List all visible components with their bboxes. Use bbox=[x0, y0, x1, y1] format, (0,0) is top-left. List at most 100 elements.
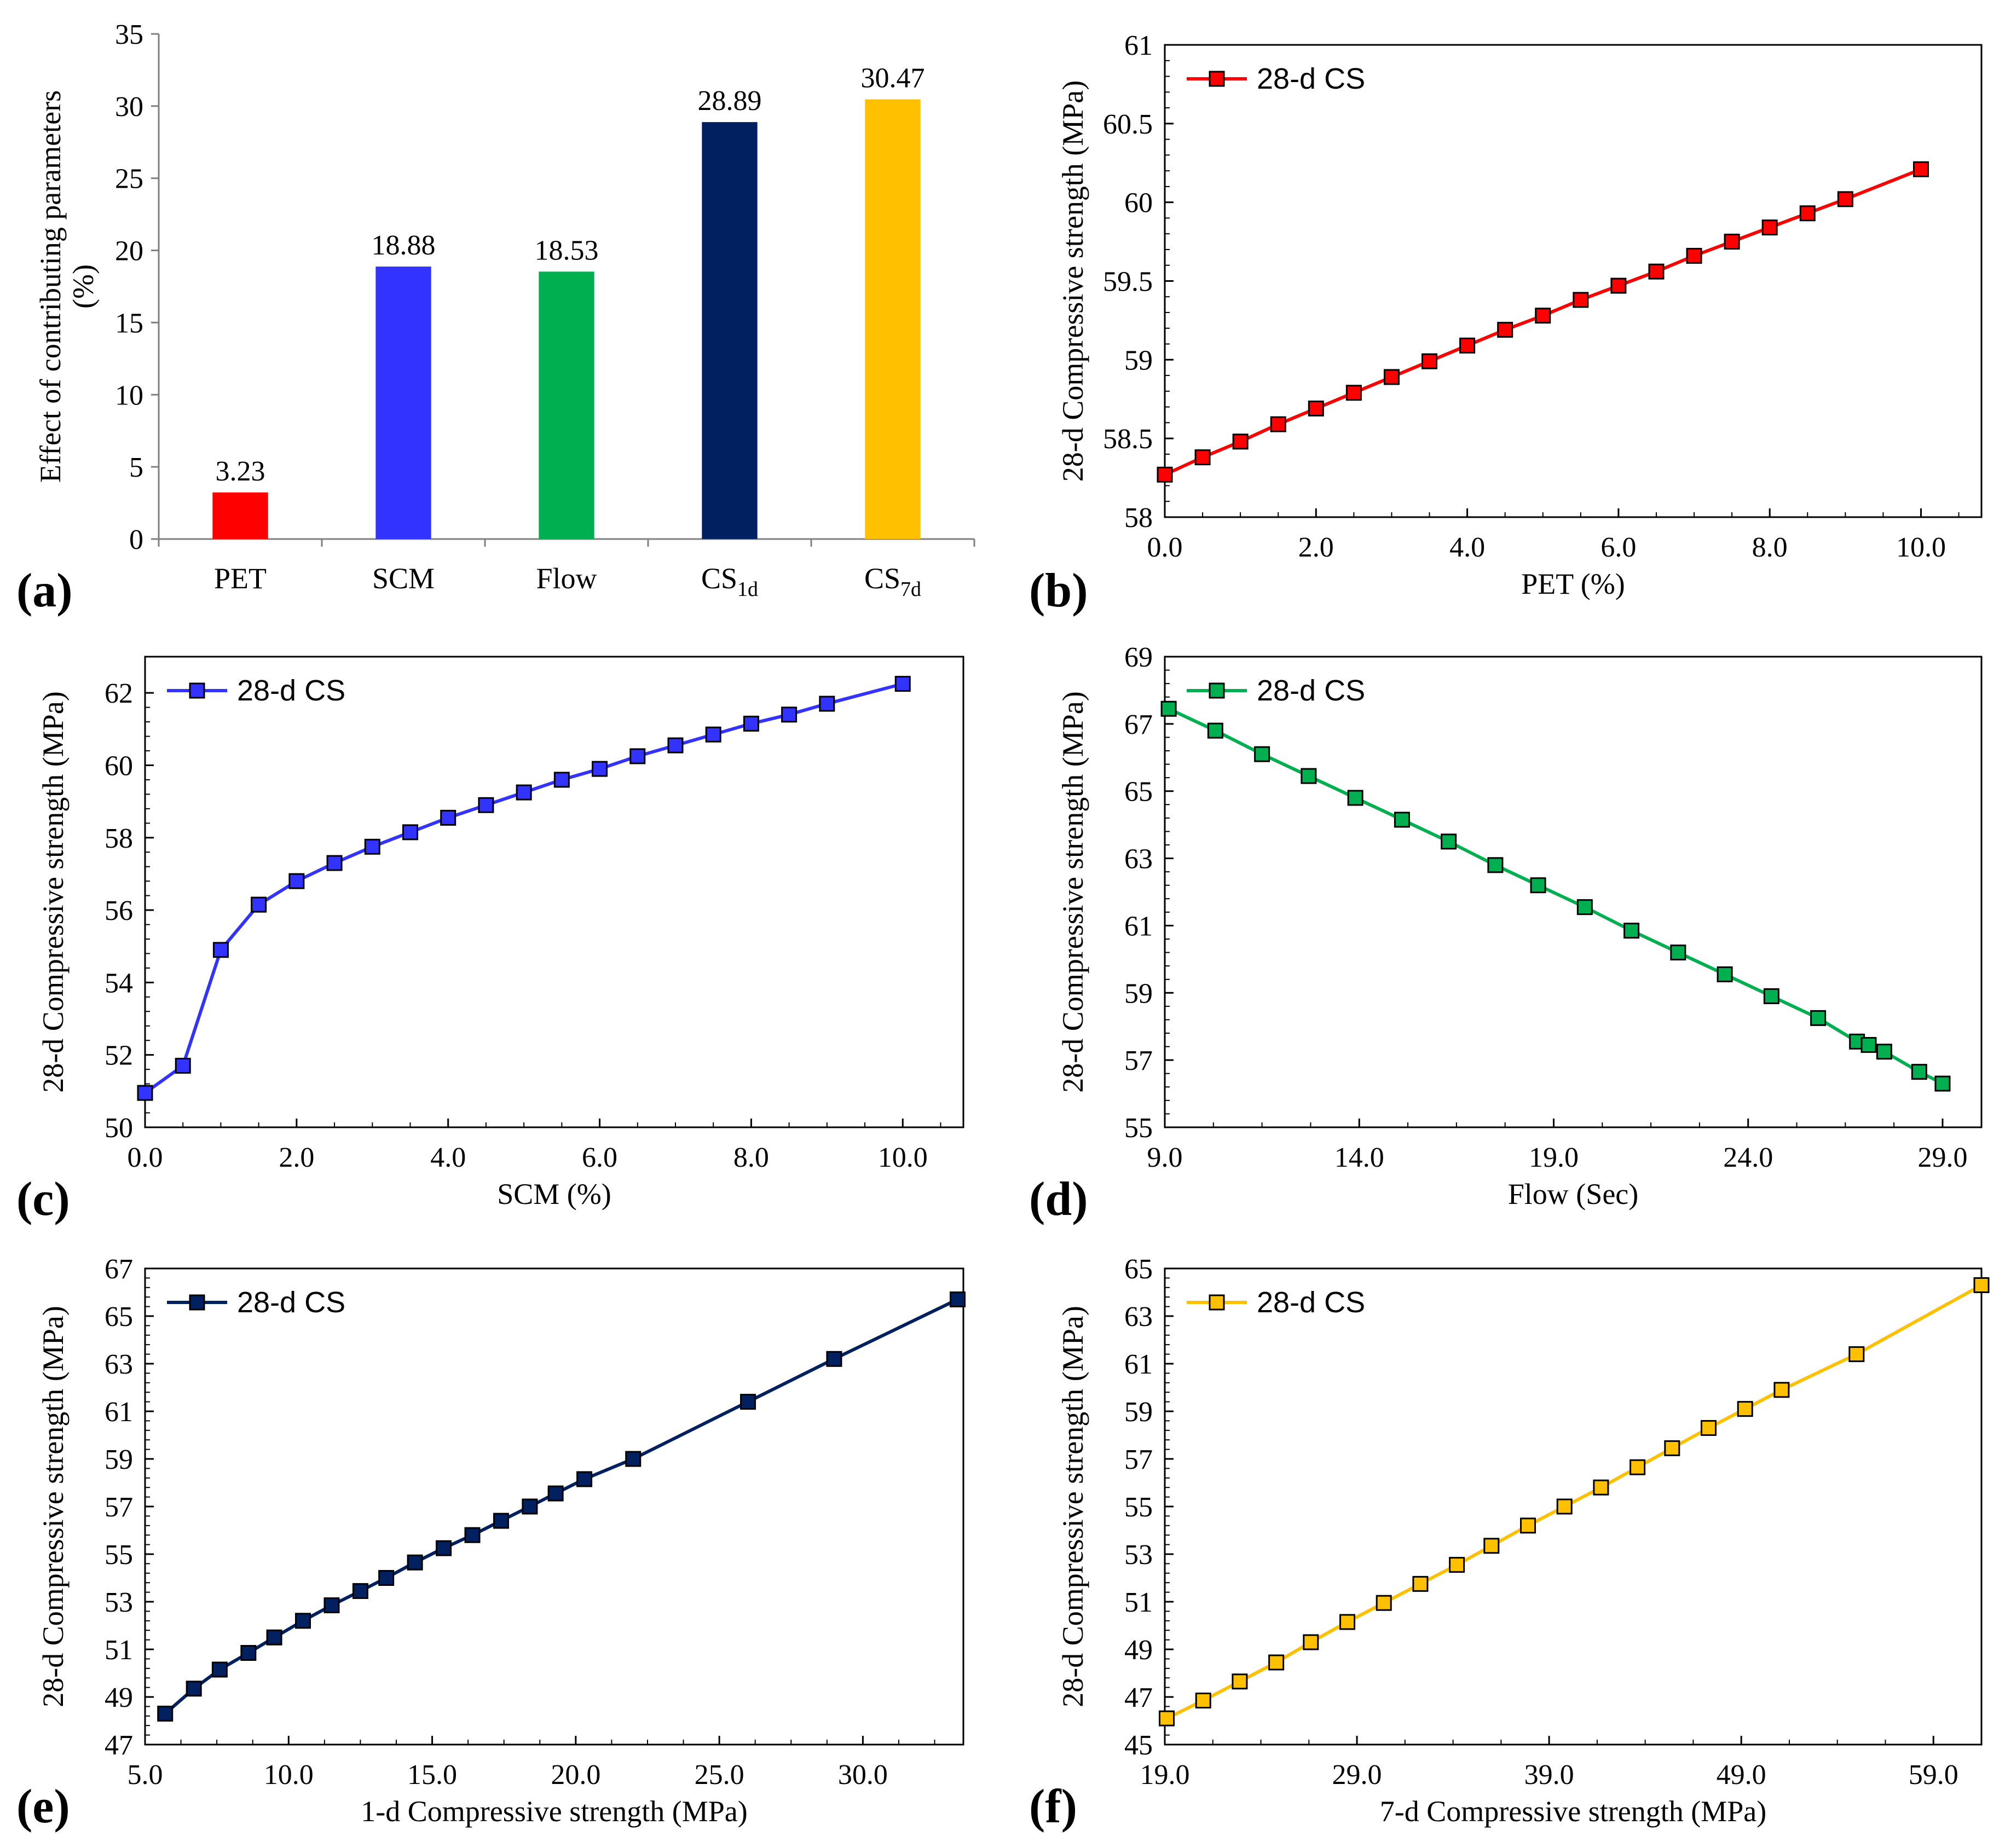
bar-value-label: 18.88 bbox=[372, 230, 436, 261]
data-point bbox=[1345, 385, 1362, 401]
y-tick-label: 50 bbox=[105, 1113, 133, 1144]
legend-marker bbox=[1209, 71, 1225, 87]
x-tick-label: 6.0 bbox=[1600, 532, 1636, 563]
data-point bbox=[1303, 1634, 1319, 1650]
data-point bbox=[819, 696, 835, 712]
y-tick-label: 49 bbox=[105, 1682, 133, 1713]
data-point bbox=[1664, 1440, 1680, 1456]
y-tick-label: 62 bbox=[105, 678, 133, 709]
panel-b-line-chart: 58 58.5 59 59.5 60 60.5 61 0.0 2.0 4.0 6.0 8.0 10.0 P… bbox=[1056, 30, 1983, 600]
data-point bbox=[251, 896, 267, 913]
data-point bbox=[1194, 449, 1211, 466]
axes-e: 47 49 51 53 55 57 59 61 63 65 67 5.0 10.0 15.0 20.0 25.… bbox=[105, 1254, 964, 1791]
data-point bbox=[1973, 1277, 1990, 1293]
data-point bbox=[186, 1681, 202, 1697]
data-point bbox=[1810, 1010, 1827, 1026]
data-point bbox=[402, 824, 418, 841]
y-tick-label: 67 bbox=[1124, 709, 1153, 740]
y-tick-label: 59 bbox=[105, 1444, 133, 1475]
plot-frame bbox=[1164, 656, 1983, 1128]
data-point bbox=[1376, 1595, 1392, 1611]
data-point bbox=[1934, 1075, 1951, 1092]
data-point bbox=[1254, 746, 1270, 762]
category-label: SCM bbox=[372, 562, 435, 595]
data-point bbox=[1610, 277, 1627, 294]
y-tick-label: 56 bbox=[105, 895, 133, 926]
data-point bbox=[1459, 337, 1476, 354]
y-tick-label: 55 bbox=[1124, 1492, 1153, 1523]
y-tick-label: 0 bbox=[129, 524, 143, 555]
y-tick-label: 58.5 bbox=[1103, 424, 1153, 455]
data-point bbox=[266, 1629, 282, 1646]
axes-a: 0 5 10 15 20 25 30 35 bbox=[115, 19, 975, 555]
category-label: CS1d bbox=[701, 562, 758, 601]
y-tick-label: 57 bbox=[105, 1492, 133, 1523]
data-point bbox=[522, 1498, 538, 1515]
data-point bbox=[516, 784, 532, 801]
data-point bbox=[1394, 812, 1410, 828]
y-tick-label: 55 bbox=[105, 1539, 133, 1571]
y-tick-label: 58 bbox=[1124, 502, 1153, 534]
data-point bbox=[1623, 923, 1640, 939]
y-axis-title: Effect of contributing parameters(%) bbox=[34, 90, 100, 483]
data-point bbox=[1876, 1044, 1892, 1060]
y-tick-label: 60 bbox=[105, 750, 133, 781]
data-point bbox=[1700, 1420, 1717, 1436]
data-point bbox=[211, 1661, 228, 1678]
data-point bbox=[1441, 833, 1457, 850]
y-tick-label: 51 bbox=[1124, 1587, 1153, 1618]
panel-tag-f: (f) bbox=[1029, 1780, 1077, 1833]
x-tick-label: 0.0 bbox=[1147, 532, 1183, 563]
y-tick-label: 65 bbox=[1124, 777, 1153, 808]
data-point bbox=[1232, 1673, 1248, 1690]
data-point bbox=[326, 855, 343, 871]
x-tick-label: 49.0 bbox=[1717, 1759, 1766, 1791]
x-tick-label: 30.0 bbox=[838, 1759, 888, 1791]
x-axis-title: Flow (Sec) bbox=[1508, 1178, 1638, 1210]
data-point bbox=[740, 1394, 756, 1410]
data-point bbox=[1911, 1064, 1927, 1080]
legend-label: 28-d CS bbox=[1257, 1286, 1365, 1319]
bar-value-label: 18.53 bbox=[535, 235, 599, 266]
x-tick-label: 20.0 bbox=[551, 1759, 600, 1791]
legend-marker bbox=[1209, 1294, 1225, 1311]
data-point bbox=[1483, 1538, 1500, 1554]
plot-frame bbox=[144, 1267, 964, 1746]
data-point bbox=[137, 1085, 153, 1101]
y-tick-label: 53 bbox=[105, 1587, 133, 1618]
data-point bbox=[1339, 1614, 1356, 1630]
y-tick-label: 58 bbox=[105, 823, 133, 854]
x-tick-label: 14.0 bbox=[1334, 1142, 1384, 1173]
plot-frame bbox=[1164, 1267, 1983, 1746]
data-point bbox=[1837, 191, 1853, 207]
x-tick-label: 10.0 bbox=[878, 1142, 928, 1173]
x-tick-label: 8.0 bbox=[733, 1142, 769, 1173]
x-axis-title: 7-d Compressive strength (MPa) bbox=[1380, 1795, 1766, 1828]
data-point bbox=[1686, 247, 1702, 264]
legend-marker bbox=[189, 1294, 205, 1311]
data-point bbox=[1449, 1557, 1465, 1573]
data-point bbox=[625, 1451, 642, 1467]
data-point bbox=[240, 1645, 257, 1661]
panel-tag-b: (b) bbox=[1029, 564, 1088, 617]
panel-tag-e: (e) bbox=[16, 1780, 70, 1833]
data-point bbox=[1799, 205, 1816, 222]
data-point bbox=[352, 1583, 368, 1599]
y-tick-label: 30 bbox=[115, 91, 143, 123]
y-tick-label: 69 bbox=[1124, 642, 1153, 673]
x-axis-title: 1-d Compressive strength (MPa) bbox=[361, 1795, 747, 1828]
data-point bbox=[781, 706, 798, 723]
data-point bbox=[1576, 899, 1593, 916]
y-axis-title: 28-d Compressive strength (MPa) bbox=[1056, 1306, 1089, 1707]
data-point bbox=[1520, 1517, 1536, 1534]
data-point bbox=[592, 761, 608, 777]
x-tick-label: 29.0 bbox=[1332, 1759, 1382, 1791]
x-tick-label: 15.0 bbox=[407, 1759, 457, 1791]
category-label: PET bbox=[214, 562, 267, 595]
data-point bbox=[1232, 433, 1249, 450]
panel-f-line-chart: 45 47 49 51 53 55 57 59 61 63 65 19.0 29.0 39.0 49.0 59… bbox=[1056, 1254, 1990, 1828]
y-tick-label: 51 bbox=[105, 1635, 133, 1666]
bar-value-label: 28.89 bbox=[698, 85, 762, 117]
data-point bbox=[667, 737, 684, 754]
